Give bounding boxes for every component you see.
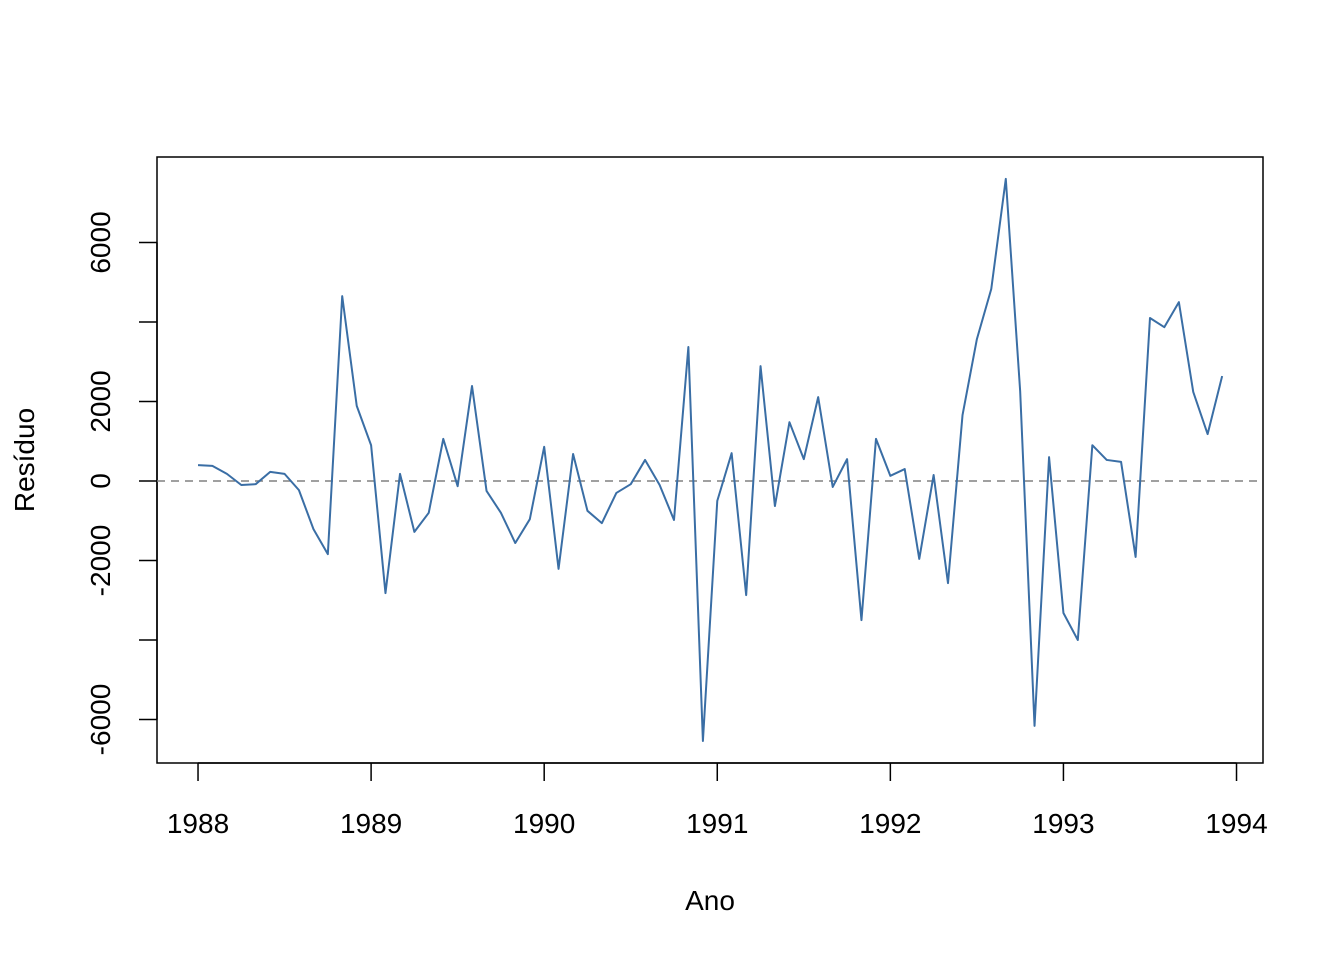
x-tick-label: 1992 xyxy=(859,808,921,839)
x-tick-label: 1991 xyxy=(686,808,748,839)
x-tick-label: 1994 xyxy=(1205,808,1267,839)
y-axis-label: Resíduo xyxy=(9,408,40,512)
y-tick-label: -2000 xyxy=(85,525,116,597)
x-tick-label: 1993 xyxy=(1032,808,1094,839)
x-tick-label: 1989 xyxy=(340,808,402,839)
x-axis-label: Ano xyxy=(685,885,735,916)
y-tick-label: 0 xyxy=(85,473,116,489)
x-tick-label: 1990 xyxy=(513,808,575,839)
data-line xyxy=(197,177,1224,742)
y-tick-label: 2000 xyxy=(85,370,116,432)
y-tick-label: -6000 xyxy=(85,684,116,756)
y-tick-label: 6000 xyxy=(85,211,116,273)
plot-frame xyxy=(156,156,1264,764)
x-tick-label: 1988 xyxy=(167,808,229,839)
